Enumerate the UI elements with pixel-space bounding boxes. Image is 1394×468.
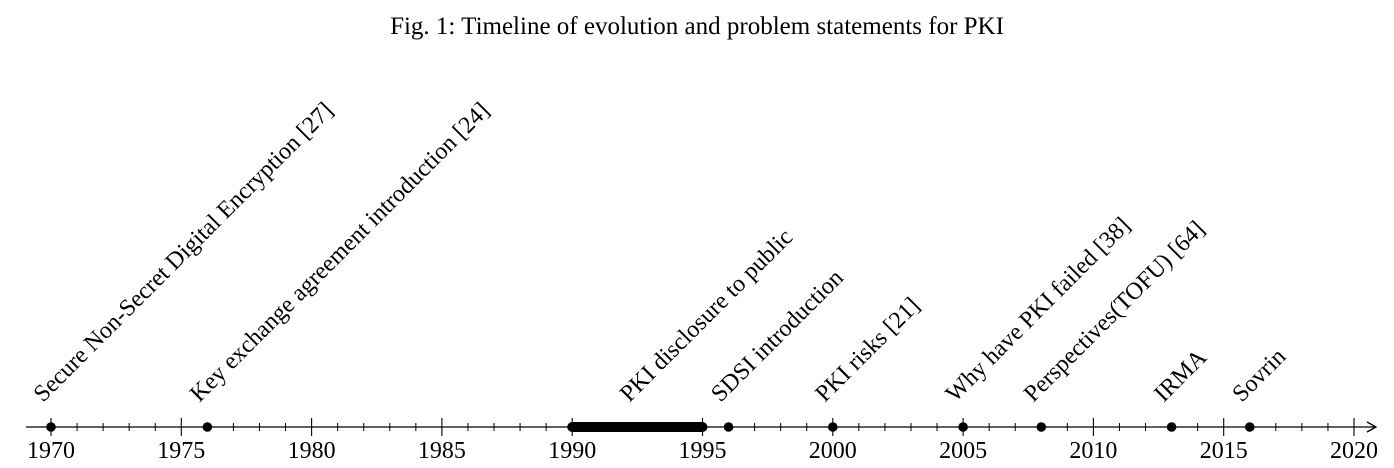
tick-label: 1970 (27, 438, 75, 464)
event-dot (958, 422, 968, 432)
event-dot (828, 422, 838, 432)
event-label: Key exchange agreement introduction [24] (185, 98, 495, 408)
tick-label: 2020 (1330, 438, 1378, 464)
axis-arrowhead (1366, 421, 1378, 433)
event-label: Sovrin (1228, 344, 1292, 408)
tick-label: 1990 (548, 438, 596, 464)
timeline-events: Secure Non-Secret Digital Encryption [27… (29, 98, 1291, 432)
tick-label: 2000 (809, 438, 857, 464)
event-dot (1244, 422, 1255, 432)
event-label: PKI disclosure to public (615, 224, 798, 407)
event-dot (202, 422, 213, 432)
event-dot (723, 422, 734, 432)
tick-label: 1995 (679, 438, 727, 464)
tick-label: 2015 (1200, 438, 1248, 464)
tick-label: 1980 (288, 438, 336, 464)
tick-label: 1985 (418, 438, 466, 464)
tick-label: 1975 (157, 438, 205, 464)
figure-caption: Fig. 1: Timeline of evolution and proble… (390, 13, 1004, 40)
tick-label: 2005 (939, 438, 987, 464)
event-dot (1166, 422, 1177, 432)
event-label: IRMA (1149, 344, 1212, 407)
timeline-tick-labels: 1970 1975 1980 1985 1990 1995 2000 2005 2010 2015… (27, 438, 1378, 464)
event-dot (46, 422, 56, 432)
event-dot (1036, 422, 1047, 432)
event-label: PKI risks [21] (811, 293, 926, 408)
event-label: Secure Non-Secret Digital Encryption [27… (29, 98, 339, 408)
tick-label: 2010 (1069, 438, 1117, 464)
